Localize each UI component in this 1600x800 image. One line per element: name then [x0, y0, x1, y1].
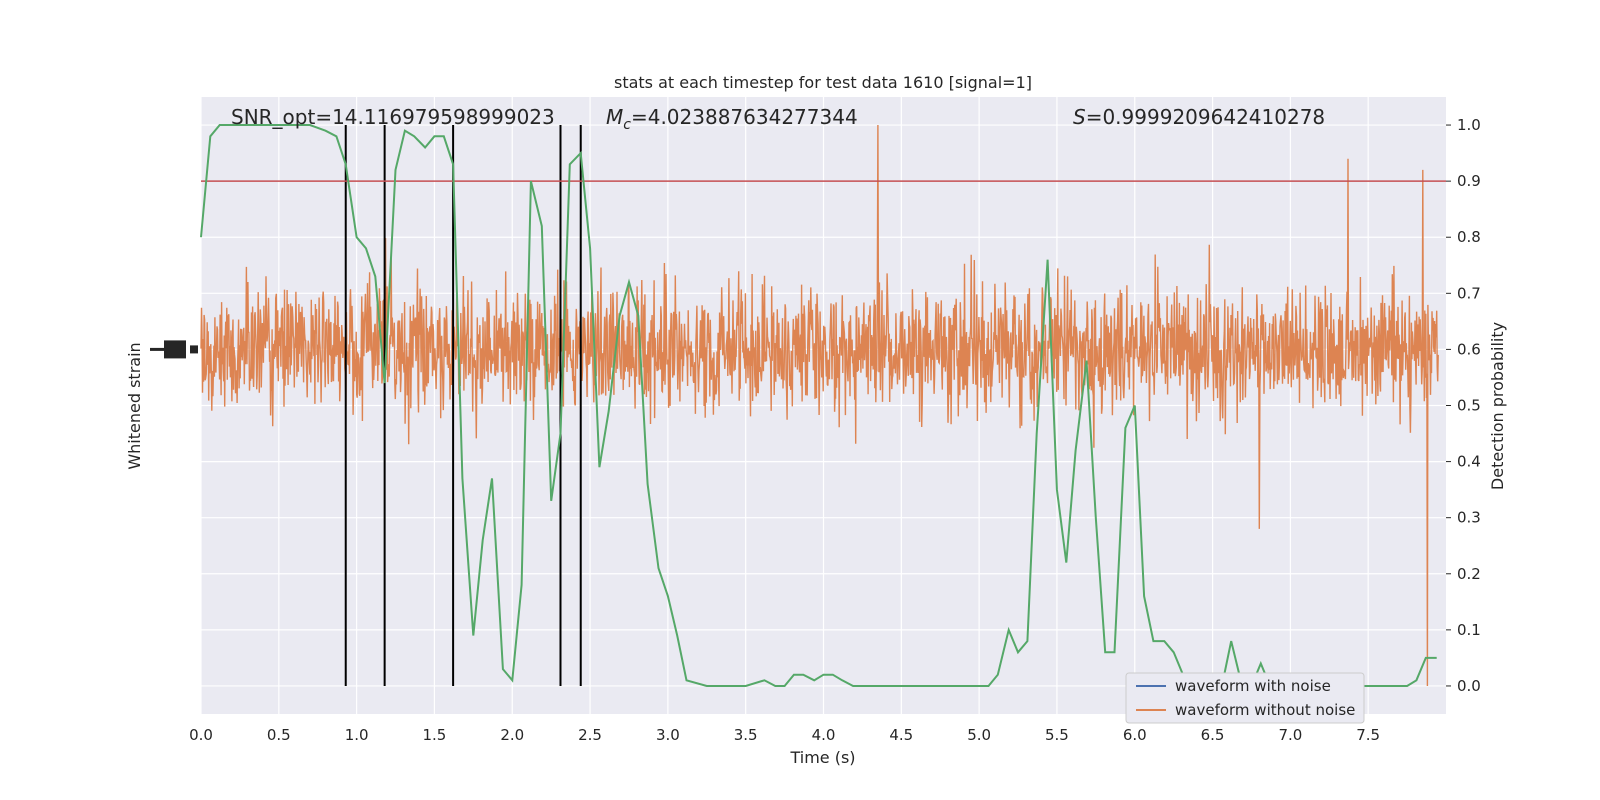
x-tick-label: 4.5 — [889, 726, 913, 744]
x-tick-label: 1.5 — [423, 726, 447, 744]
x-tick-label: 5.5 — [1045, 726, 1069, 744]
x-tick-label: 2.5 — [578, 726, 602, 744]
legend-label-with-noise: waveform with noise — [1175, 677, 1331, 695]
y-tick-label: 0.9 — [1457, 172, 1481, 190]
mc-annotation: Mc=4.023887634277344 — [606, 105, 858, 133]
x-tick-label: 0.5 — [267, 726, 291, 744]
y-tick-label: 0.8 — [1457, 228, 1481, 246]
x-tick-label: 3.5 — [734, 726, 758, 744]
mc-value: =4.023887634277344 — [631, 105, 858, 129]
legend-box — [1125, 672, 1365, 724]
s-symbol: S — [1073, 105, 1086, 129]
left-tick-label-cluster — [164, 340, 186, 359]
y-tick-label: 0.1 — [1457, 621, 1481, 639]
x-axis-label: Time (s) — [789, 748, 855, 767]
s-value: =0.9999209642410278 — [1086, 105, 1325, 129]
strain-series-without-noise — [200, 124, 1439, 687]
mc-subscript: c — [623, 117, 631, 133]
y-tick-label: 0.7 — [1457, 284, 1481, 302]
legend-label-without-noise: waveform without noise — [1175, 701, 1355, 719]
y-axis-right-label: Detection probability — [1488, 322, 1507, 490]
y-tick-label: 0.0 — [1457, 677, 1481, 695]
mc-symbol: M — [606, 105, 623, 129]
y-tick-label: 0.2 — [1457, 565, 1481, 583]
left-axis-collapsed-ticks — [150, 340, 198, 359]
x-tick-label: 0.0 — [189, 726, 213, 744]
y-tick-label: 0.6 — [1457, 340, 1481, 358]
x-tick-label: 4.0 — [812, 726, 836, 744]
x-tick-label: 7.0 — [1278, 726, 1302, 744]
y-tick-label: 0.3 — [1457, 509, 1481, 527]
chart-title: stats at each timestep for test data 161… — [614, 73, 1032, 92]
y-axis-left-label: Whitened strain — [125, 342, 144, 469]
y-tick-label: 0.5 — [1457, 397, 1481, 415]
y-axis-right-ticks: 0.0 0.1 0.2 0.3 0.4 0.5 0.6 0.7 0.8 0.9 1.0 — [1446, 116, 1481, 695]
x-tick-label: 7.5 — [1356, 726, 1380, 744]
x-tick-label: 6.5 — [1201, 726, 1225, 744]
x-tick-label: 6.0 — [1123, 726, 1147, 744]
legend: waveform with noise waveform without noi… — [1125, 672, 1365, 724]
y-tick-label: 1.0 — [1457, 116, 1481, 134]
x-tick-label: 2.0 — [500, 726, 524, 744]
x-tick-label: 5.0 — [967, 726, 991, 744]
x-tick-label: 3.0 — [656, 726, 680, 744]
s-annotation: S=0.9999209642410278 — [1073, 105, 1325, 129]
strain-trace — [200, 124, 1439, 687]
left-tick-marks — [190, 345, 198, 354]
snr-annotation: SNR_opt=14.116979598999023 — [231, 105, 555, 129]
x-tick-label: 1.0 — [345, 726, 369, 744]
left-tick-minus — [150, 347, 166, 351]
y-tick-label: 0.4 — [1457, 453, 1481, 471]
x-axis-ticks: 0.0 0.5 1.0 1.5 2.0 2.5 3.0 3.5 4.0 4.5 5.0 5.5 6.0 6… — [189, 726, 1380, 744]
